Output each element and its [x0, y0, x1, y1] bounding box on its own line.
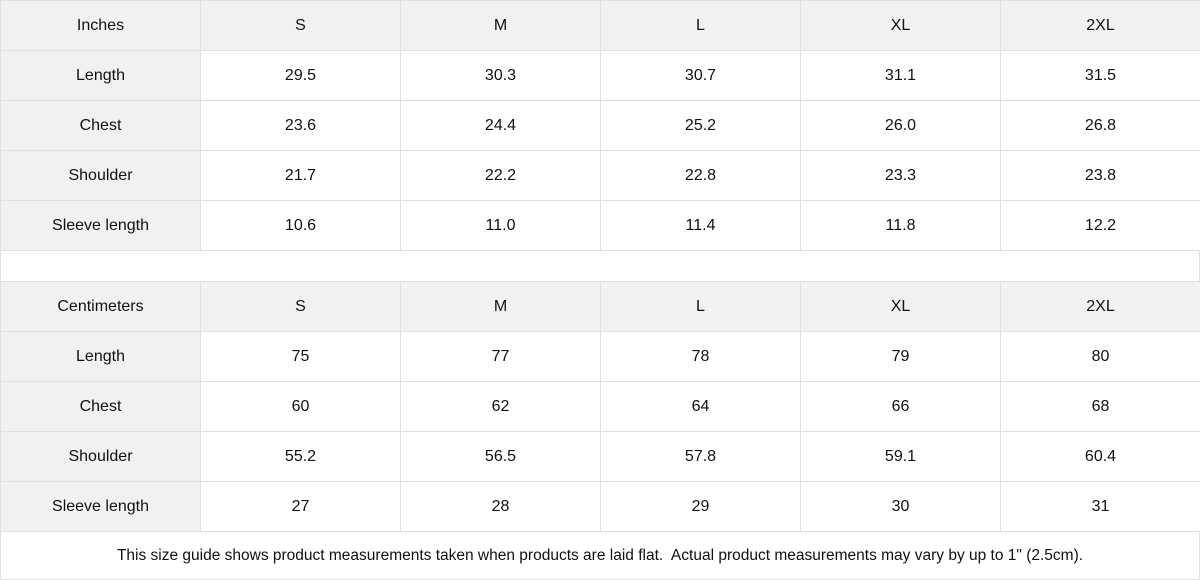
measurement-value-cell: 11.0 [400, 200, 601, 251]
measurement-value-cell: 24.4 [400, 100, 601, 151]
measurement-value-cell: 30 [800, 481, 1001, 532]
measurement-value-cell: 31.5 [1000, 50, 1200, 101]
measurement-value-cell: 79 [800, 331, 1001, 382]
measurement-value-cell: 62 [400, 381, 601, 432]
size-column-header: 2XL [1000, 0, 1200, 51]
size-column-header: S [200, 281, 401, 332]
measurement-value-cell: 77 [400, 331, 601, 382]
measurement-value-cell: 29 [600, 481, 801, 532]
size-column-header: 2XL [1000, 281, 1200, 332]
measurement-value-cell: 27 [200, 481, 401, 532]
measurement-value-cell: 10.6 [200, 200, 401, 251]
measurement-value-cell: 11.8 [800, 200, 1001, 251]
centimeters-size-table: Centimeters S M L XL 2XL Length 75 77 78 79 80 Ches… [0, 281, 1200, 532]
measurement-label-cell: Chest [0, 100, 201, 151]
size-column-header: L [600, 281, 801, 332]
size-column-header: XL [800, 281, 1001, 332]
inches-table-body: Length 29.5 30.3 30.7 31.1 31.5 Chest 23.6 24.4 2… [0, 50, 1200, 251]
measurement-value-cell: 66 [800, 381, 1001, 432]
measurement-label-cell: Length [0, 331, 201, 382]
centimeters-table-header: Centimeters S M L XL 2XL [0, 281, 1200, 332]
measurement-value-cell: 11.4 [600, 200, 801, 251]
measurement-value-cell: 75 [200, 331, 401, 382]
table-row: Length 75 77 78 79 80 [0, 331, 1200, 382]
size-column-header: M [400, 0, 601, 51]
measurement-value-cell: 23.6 [200, 100, 401, 151]
table-row: Sleeve length 27 28 29 30 31 [0, 481, 1200, 532]
table-row: Chest 23.6 24.4 25.2 26.0 26.8 [0, 100, 1200, 151]
size-column-header: S [200, 0, 401, 51]
inches-table-header: Inches S M L XL 2XL [0, 0, 1200, 51]
measurement-value-cell: 64 [600, 381, 801, 432]
measurement-value-cell: 22.8 [600, 150, 801, 201]
measurement-value-cell: 59.1 [800, 431, 1001, 482]
unit-header-cell: Centimeters [0, 281, 201, 332]
inches-size-table: Inches S M L XL 2XL Length 29.5 30.3 30.7 31.1 31.… [0, 0, 1200, 251]
measurement-label-cell: Chest [0, 381, 201, 432]
measurement-value-cell: 25.2 [600, 100, 801, 151]
size-column-header: M [400, 281, 601, 332]
measurement-value-cell: 78 [600, 331, 801, 382]
table-row: Shoulder 55.2 56.5 57.8 59.1 60.4 [0, 431, 1200, 482]
measurement-label-cell: Sleeve length [0, 200, 201, 251]
size-column-header: XL [800, 0, 1001, 51]
measurement-value-cell: 80 [1000, 331, 1200, 382]
measurement-value-cell: 22.2 [400, 150, 601, 201]
table-row: Sleeve length 10.6 11.0 11.4 11.8 12.2 [0, 200, 1200, 251]
measurement-value-cell: 55.2 [200, 431, 401, 482]
measurement-value-cell: 26.0 [800, 100, 1001, 151]
measurement-value-cell: 68 [1000, 381, 1200, 432]
measurement-value-cell: 31 [1000, 481, 1200, 532]
measurement-label-cell: Shoulder [0, 431, 201, 482]
measurement-value-cell: 30.3 [400, 50, 601, 101]
measurement-value-cell: 29.5 [200, 50, 401, 101]
header-row: Inches S M L XL 2XL [0, 0, 1200, 51]
measurement-value-cell: 60 [200, 381, 401, 432]
measurement-value-cell: 60.4 [1000, 431, 1200, 482]
table-row: Chest 60 62 64 66 68 [0, 381, 1200, 432]
measurement-value-cell: 23.3 [800, 150, 1001, 201]
measurement-value-cell: 12.2 [1000, 200, 1200, 251]
measurement-value-cell: 31.1 [800, 50, 1001, 101]
table-spacer [0, 251, 1200, 281]
unit-header-cell: Inches [0, 0, 201, 51]
measurement-value-cell: 57.8 [600, 431, 801, 482]
centimeters-table-body: Length 75 77 78 79 80 Chest 60 62 64 66 68 Shoulder 5… [0, 331, 1200, 532]
table-row: Shoulder 21.7 22.2 22.8 23.3 23.8 [0, 150, 1200, 201]
measurement-value-cell: 26.8 [1000, 100, 1200, 151]
measurement-value-cell: 21.7 [200, 150, 401, 201]
measurement-label-cell: Sleeve length [0, 481, 201, 532]
footer-note: This size guide shows product measuremen… [0, 532, 1200, 580]
measurement-label-cell: Shoulder [0, 150, 201, 201]
table-row: Length 29.5 30.3 30.7 31.1 31.5 [0, 50, 1200, 101]
measurement-value-cell: 28 [400, 481, 601, 532]
header-row: Centimeters S M L XL 2XL [0, 281, 1200, 332]
size-column-header: L [600, 0, 801, 51]
measurement-value-cell: 56.5 [400, 431, 601, 482]
measurement-label-cell: Length [0, 50, 201, 101]
measurement-value-cell: 23.8 [1000, 150, 1200, 201]
measurement-value-cell: 30.7 [600, 50, 801, 101]
